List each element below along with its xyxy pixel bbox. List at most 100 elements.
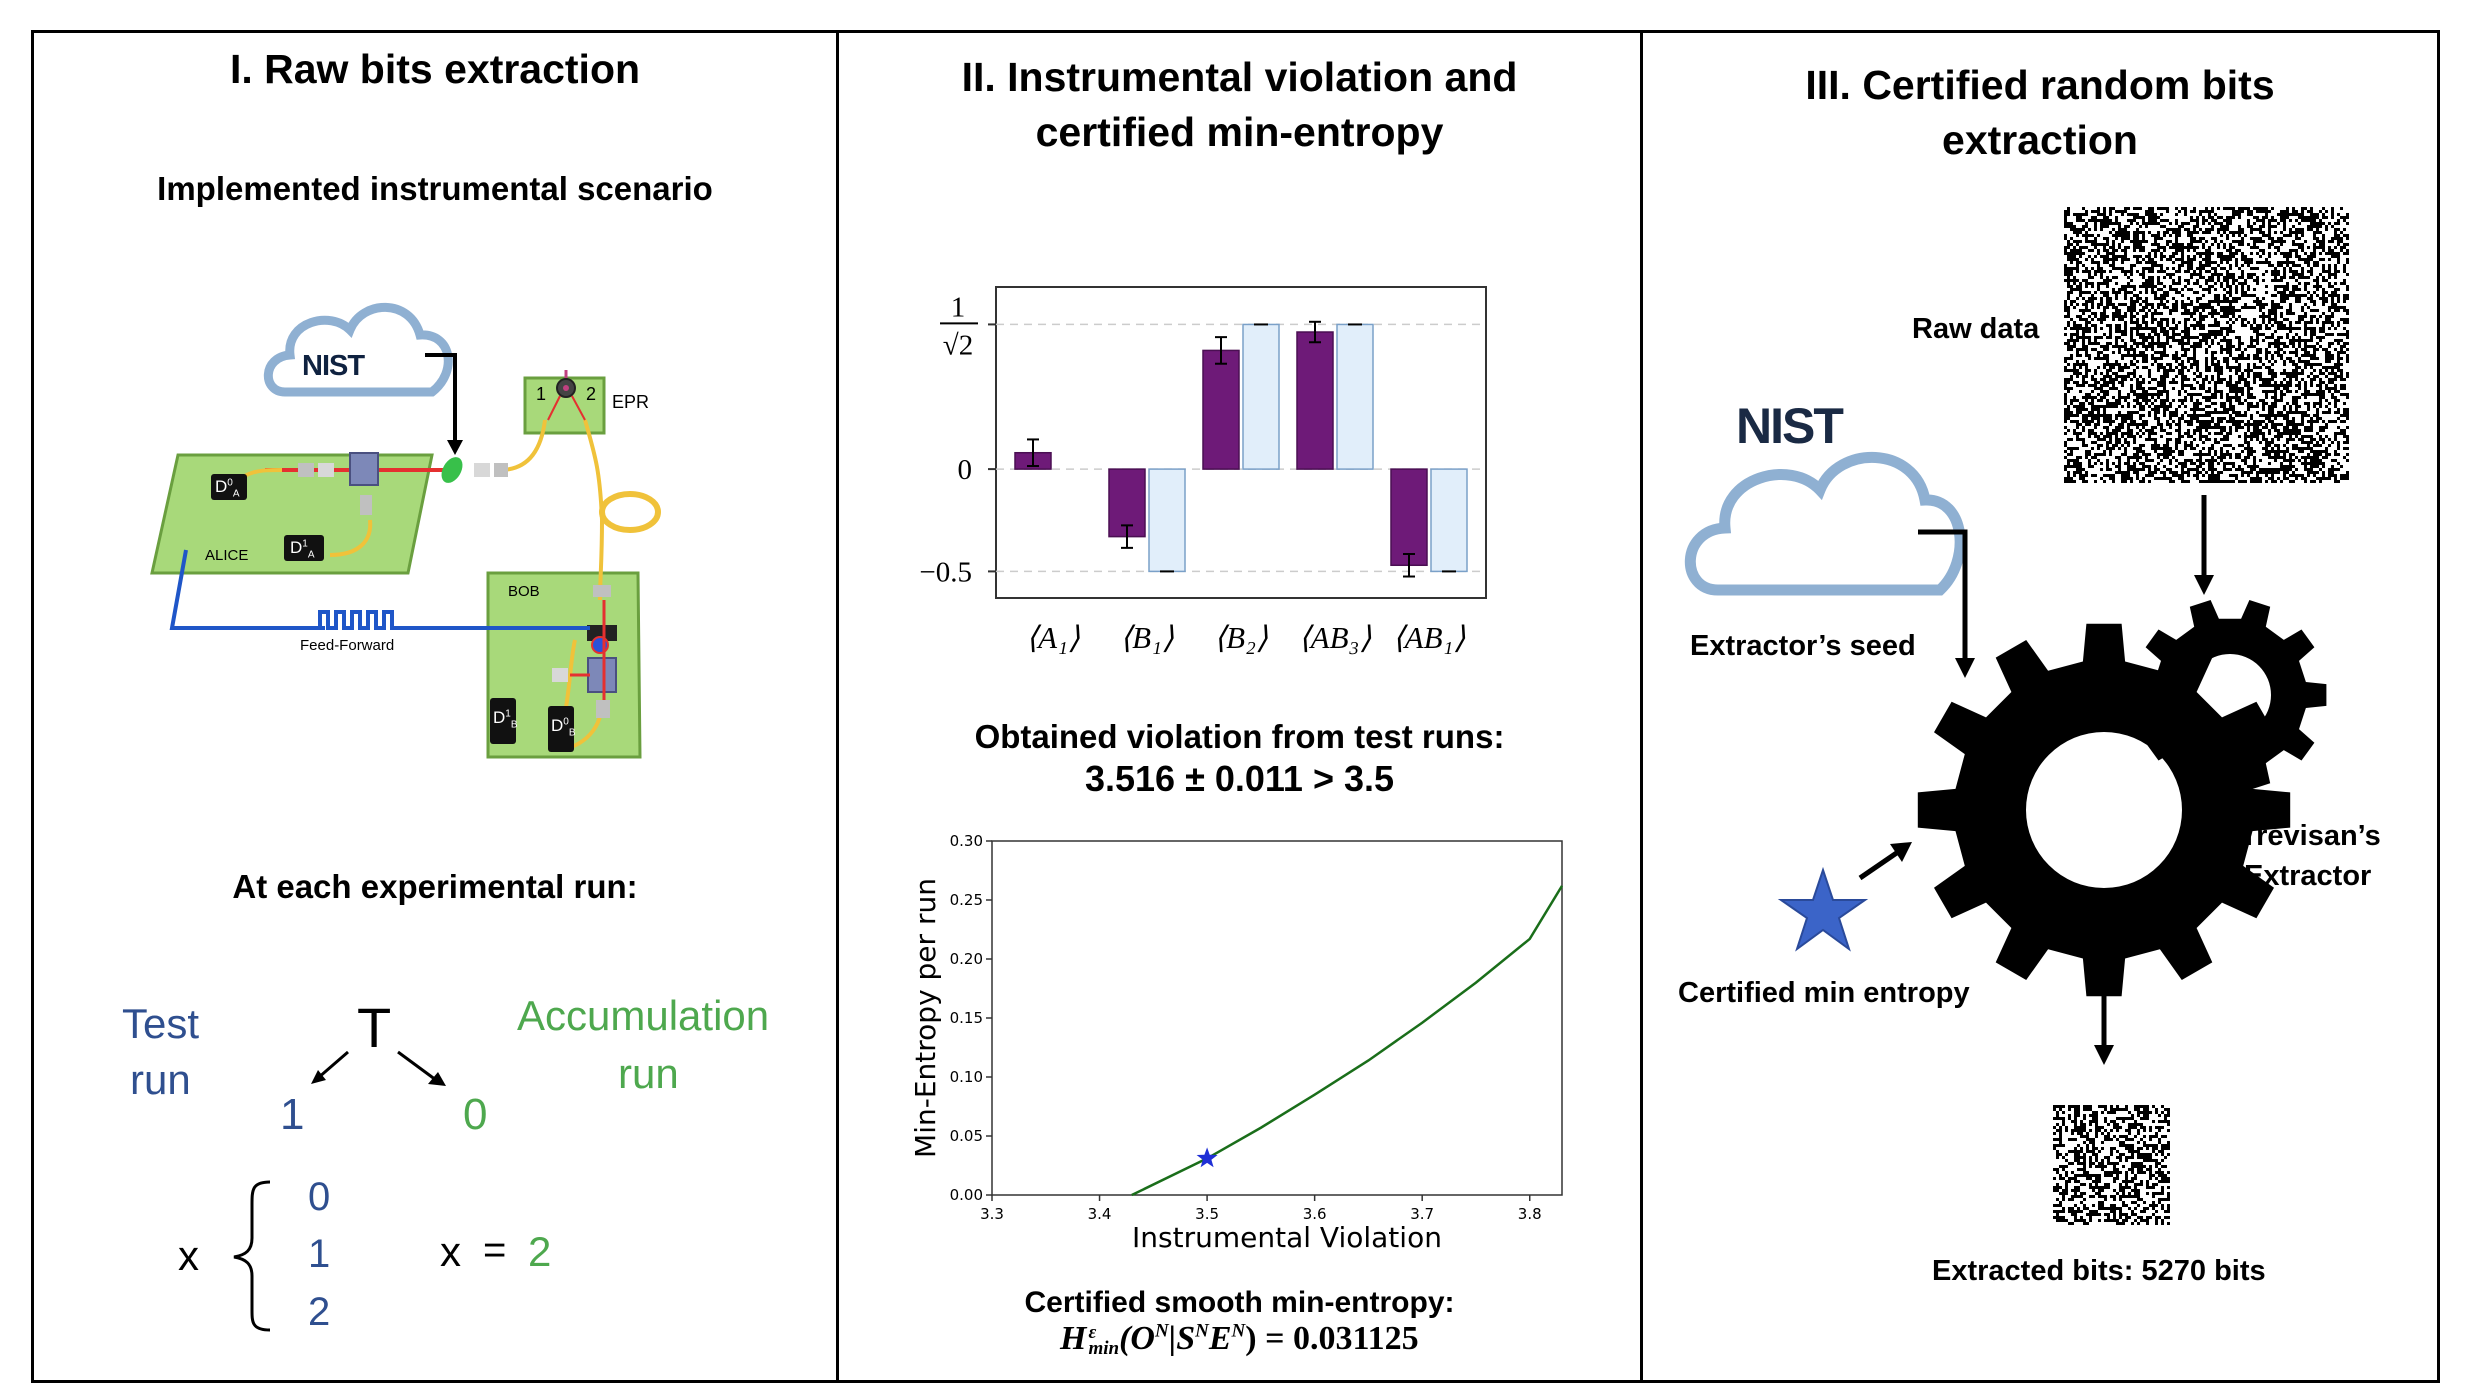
big-gear-icon (1917, 623, 2291, 997)
nist-logo-large-text: NIST (1736, 398, 1844, 454)
bar-ytick-label: −0.5 (919, 556, 972, 588)
extractor-label-1: Trevisan’s (2240, 820, 2381, 852)
panel3-title-line1: III. Certified random bits (1805, 62, 2275, 108)
panel2-title-line2: certified min-entropy (1035, 109, 1444, 155)
tree-right-value: 0 (463, 1090, 488, 1139)
violation-value: 3.516 ± 0.011 > 3.5 (1084, 758, 1395, 799)
line-chart-axes (991, 840, 1563, 1196)
tree-root: T (357, 996, 392, 1059)
bar-ytick-label-den: √2 (943, 329, 973, 361)
run-heading: At each experimental run: (232, 868, 638, 905)
panel1-subtitle: Implemented instrumental scenario (157, 170, 713, 207)
accumulation-run-label-2: run (618, 1050, 679, 1097)
line-ytick-label: 0.10 (950, 1068, 983, 1086)
extractor-label-2: Extractor (2244, 860, 2372, 892)
fiber-coil (599, 491, 661, 533)
x-value-0: 0 (308, 1175, 331, 1219)
line-xtick-label: 3.6 (1303, 1205, 1327, 1223)
accumulation-run-label-1: Accumulation (517, 992, 770, 1039)
bar (1296, 331, 1334, 470)
panel3-title: III. Certified random bits extraction (1645, 58, 2435, 168)
x-eq-sign: = (483, 1228, 507, 1272)
detector-alice-1 (284, 535, 324, 561)
entropy-curve (1131, 885, 1564, 1197)
x-value-1: 1 (308, 1232, 331, 1276)
bar-ytick-label-num: 1 (951, 291, 966, 323)
detector-b1-label: D1B (493, 708, 518, 731)
bar-ytick-label: 0 (958, 454, 973, 486)
bar-category-label: ⟨AB₃⟩ (1299, 620, 1372, 655)
panel2-title: II. Instrumental violation and certified… (842, 50, 1637, 160)
tree-left-value: 1 (280, 1090, 305, 1139)
detector-a0-label: D0A (215, 477, 240, 500)
line-ytick-label: 0.00 (950, 1186, 983, 1204)
detector-a1-label: D1A (290, 538, 315, 561)
crystal-icon (441, 457, 463, 483)
curly-brace (233, 1180, 271, 1332)
x-value-2: 2 (308, 1290, 331, 1334)
feed-forward-label: Feed-Forward (300, 637, 395, 654)
epr-port-1: 1 (536, 384, 547, 404)
line-ylabel: Min-Entropy per run (909, 878, 942, 1158)
bar-category-label: ⟨A₁⟩ (1026, 620, 1080, 655)
line-xtick-label: 3.7 (1410, 1205, 1434, 1223)
bar-category-label: ⟨AB₁⟩ (1393, 620, 1466, 655)
bar-category-label: ⟨B₁⟩ (1120, 620, 1174, 655)
bob-pockels-cell (587, 625, 617, 641)
bar (1202, 349, 1240, 470)
x-label: x (178, 1232, 199, 1279)
extractor-seed-label: Extractor’s seed (1690, 630, 1916, 662)
bar (1390, 468, 1428, 567)
panel3-title-line2: extraction (1942, 117, 2138, 163)
smooth-entropy-heading: Certified smooth min-entropy: (1024, 1286, 1455, 1319)
bob-label: BOB (508, 583, 540, 600)
bar (1430, 468, 1468, 573)
test-run-label-1: Test (122, 1000, 200, 1047)
figure-frame (31, 30, 2440, 1383)
detector-alice-0 (211, 474, 247, 500)
min-entropy-star-icon (1777, 866, 1869, 952)
detector-bob-0 (548, 706, 574, 752)
panel2-title-line1: II. Instrumental violation and (961, 54, 1518, 100)
noise-pixels (2064, 207, 2349, 483)
alice-beamsplitter (349, 452, 379, 486)
test-run-label-2: run (130, 1056, 191, 1103)
violation-heading: Obtained violation from test runs: (974, 718, 1505, 755)
nist-cloud-icon-large (1684, 452, 1966, 596)
line-xtick-label: 3.4 (1088, 1205, 1112, 1223)
epr-port-2: 2 (586, 384, 597, 404)
line-ytick-label: 0.15 (950, 1009, 983, 1027)
line-xtick-label: 3.3 (980, 1205, 1004, 1223)
noise-pixels (2053, 1105, 2170, 1225)
panel-divider-2 (1640, 30, 1643, 1383)
violation-star-marker (1196, 1147, 1218, 1168)
panel-divider-1 (836, 30, 839, 1383)
bar (1242, 323, 1280, 470)
x-eq-value: 2 (528, 1228, 552, 1275)
extracted-bits-label: Extracted bits: 5270 bits (1932, 1255, 2266, 1287)
nist-cloud-icon (263, 302, 453, 397)
small-gear-icon (2133, 600, 2327, 790)
alice-label: ALICE (205, 547, 249, 564)
line-ytick-label: 0.20 (950, 950, 983, 968)
line-ytick-label: 0.05 (950, 1127, 983, 1145)
nist-logo-text: NIST (302, 350, 365, 382)
bar-category-label: ⟨B₂⟩ (1214, 620, 1268, 655)
detector-bob-1 (490, 698, 516, 744)
epr-label: EPR (612, 392, 650, 412)
panel1-title: I. Raw bits extraction (229, 46, 641, 92)
line-ytick-label: 0.30 (950, 832, 983, 850)
feed-forward-line (169, 549, 590, 630)
x-eq-label: x (440, 1228, 461, 1275)
detector-b0-label: D0B (551, 716, 576, 739)
bob-beamsplitter (587, 657, 617, 693)
line-ytick-label: 0.25 (950, 891, 983, 909)
